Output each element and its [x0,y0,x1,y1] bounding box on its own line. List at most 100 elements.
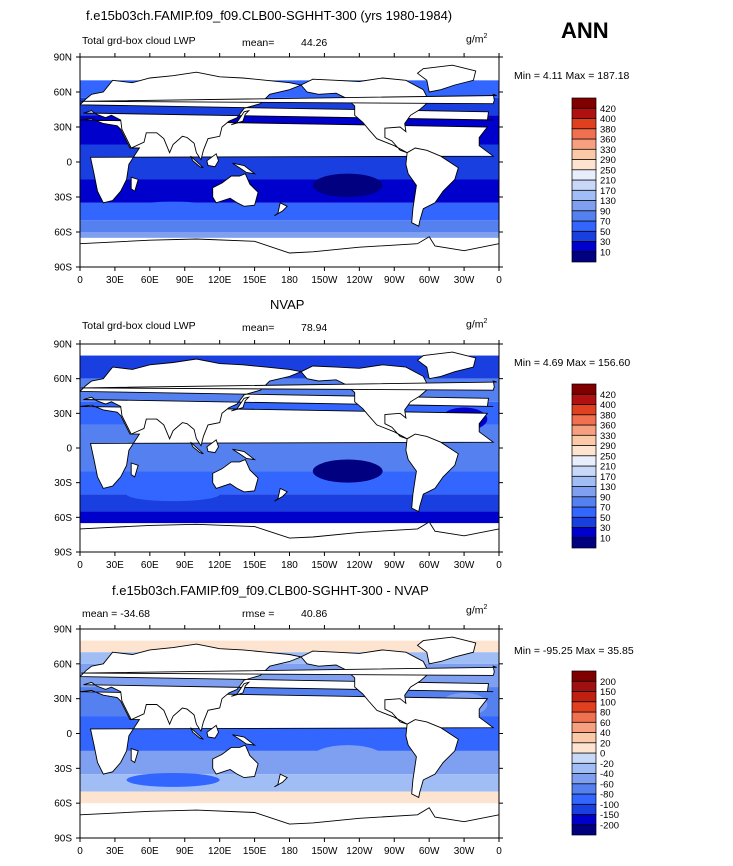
colorbar-swatch [571,383,597,395]
coastline [405,147,459,227]
colorbar-swatch [571,148,597,160]
colorbar-swatch [571,711,597,723]
rmse-label: rmse = [242,608,275,620]
colorbar-label: -80 [600,790,614,801]
colorbar-label: -200 [600,820,619,831]
colorbar-swatch [571,159,597,171]
x-tick-label: 30W [454,560,475,571]
colorbar-swatch [571,752,597,764]
coastline [80,521,499,552]
y-tick-label: 90N [54,340,72,351]
x-tick-label: 30W [454,275,475,286]
y-tick-label: 30N [54,694,72,705]
minmax-label: Min = -95.25 Max = 35.85 [514,645,634,657]
coastline [206,439,219,454]
colorbar-swatch [571,251,597,263]
colorbar-label: 80 [600,708,611,719]
x-tick-label: 30E [106,560,124,571]
panel-title: f.e15b03ch.FAMIP.f09_f09.CLB00-SGHHT-300… [112,583,429,598]
field-blob [312,459,383,483]
y-tick-label: 60N [54,88,72,99]
field-band [80,179,499,203]
coastline [130,462,139,478]
colorbar-swatch [571,732,597,744]
mean-value: 78.94 [301,322,328,334]
x-tick-label: 90W [384,846,405,857]
colorbar-swatch [571,118,597,130]
x-tick-label: 120W [346,275,373,286]
colorbar-swatch [571,742,597,754]
colorbar-label: 90 [600,492,611,503]
units-label: g/m2 [466,318,487,331]
units-text: g/m [466,604,484,617]
coastline [212,173,259,207]
coastline [212,459,259,493]
colorbar-label: 70 [600,503,611,514]
season-label: ANN [561,18,609,43]
units-exponent: 2 [483,318,488,325]
x-tick-label: 180 [281,275,298,286]
y-tick-label: 0 [66,729,72,740]
coastline [80,643,494,733]
coastline [81,93,497,105]
y-tick-label: 30S [54,478,72,489]
colorbar-swatch [571,691,597,703]
colorbar-label: 50 [600,227,611,238]
x-tick-label: 180 [281,560,298,571]
x-tick-label: 0 [496,275,502,286]
y-tick-label: 90S [54,834,72,845]
colorbar-label: 380 [600,410,616,421]
colorbar-label: 170 [600,186,616,197]
colorbar-swatch [571,393,597,405]
minmax-label: Min = 4.11 Max = 187.18 [514,70,630,82]
colorbar-swatch [571,138,597,150]
y-tick-label: 90N [54,53,72,64]
x-tick-label: 0 [77,846,83,857]
coastline [232,734,257,746]
y-tick-label: 90S [54,263,72,274]
colorbar-label: 250 [600,165,616,176]
colorbar-label: 40 [600,728,611,739]
x-tick-label: 150E [243,560,267,571]
y-tick-label: 0 [66,158,72,169]
y-tick-label: 30S [54,193,72,204]
colorbar-label: -60 [600,779,614,790]
field-band [80,640,499,653]
coastline [130,176,139,192]
y-tick-label: 30N [54,123,72,134]
coastline [274,487,288,502]
minmax-label: Min = 4.69 Max = 156.60 [514,357,631,369]
colorbar-swatch [571,107,597,119]
x-tick-label: 90E [176,275,194,286]
colorbar-label: 290 [600,155,616,166]
x-tick-label: 120W [346,846,373,857]
mean-value: 44.26 [301,37,328,49]
field-band [80,232,499,238]
x-tick-label: 0 [77,560,83,571]
coastline [130,747,139,764]
x-tick-label: 120E [208,560,232,571]
x-tick-label: 90W [384,560,405,571]
colorbar-label: 150 [600,687,616,698]
colorbar-swatch [571,97,597,109]
colorbar-swatch [571,220,597,232]
field-band [80,220,499,232]
colorbar-swatch [571,701,597,713]
coastline [416,636,477,665]
x-tick-label: 90E [176,846,194,857]
x-tick-label: 0 [77,275,83,286]
colorbar-label: 420 [600,104,616,115]
colorbar-label: -40 [600,769,614,780]
colorbar-swatch [571,762,597,774]
x-tick-label: 150E [243,275,267,286]
field-blob [126,487,220,502]
x-tick-label: 90W [384,275,405,286]
coastline [81,665,497,676]
x-tick-label: 120E [208,275,232,286]
y-tick-label: 60S [54,228,72,239]
coastline [416,351,477,380]
colorbar-swatch [571,814,597,826]
y-tick-label: 90S [54,548,72,559]
x-tick-label: 180 [281,846,298,857]
